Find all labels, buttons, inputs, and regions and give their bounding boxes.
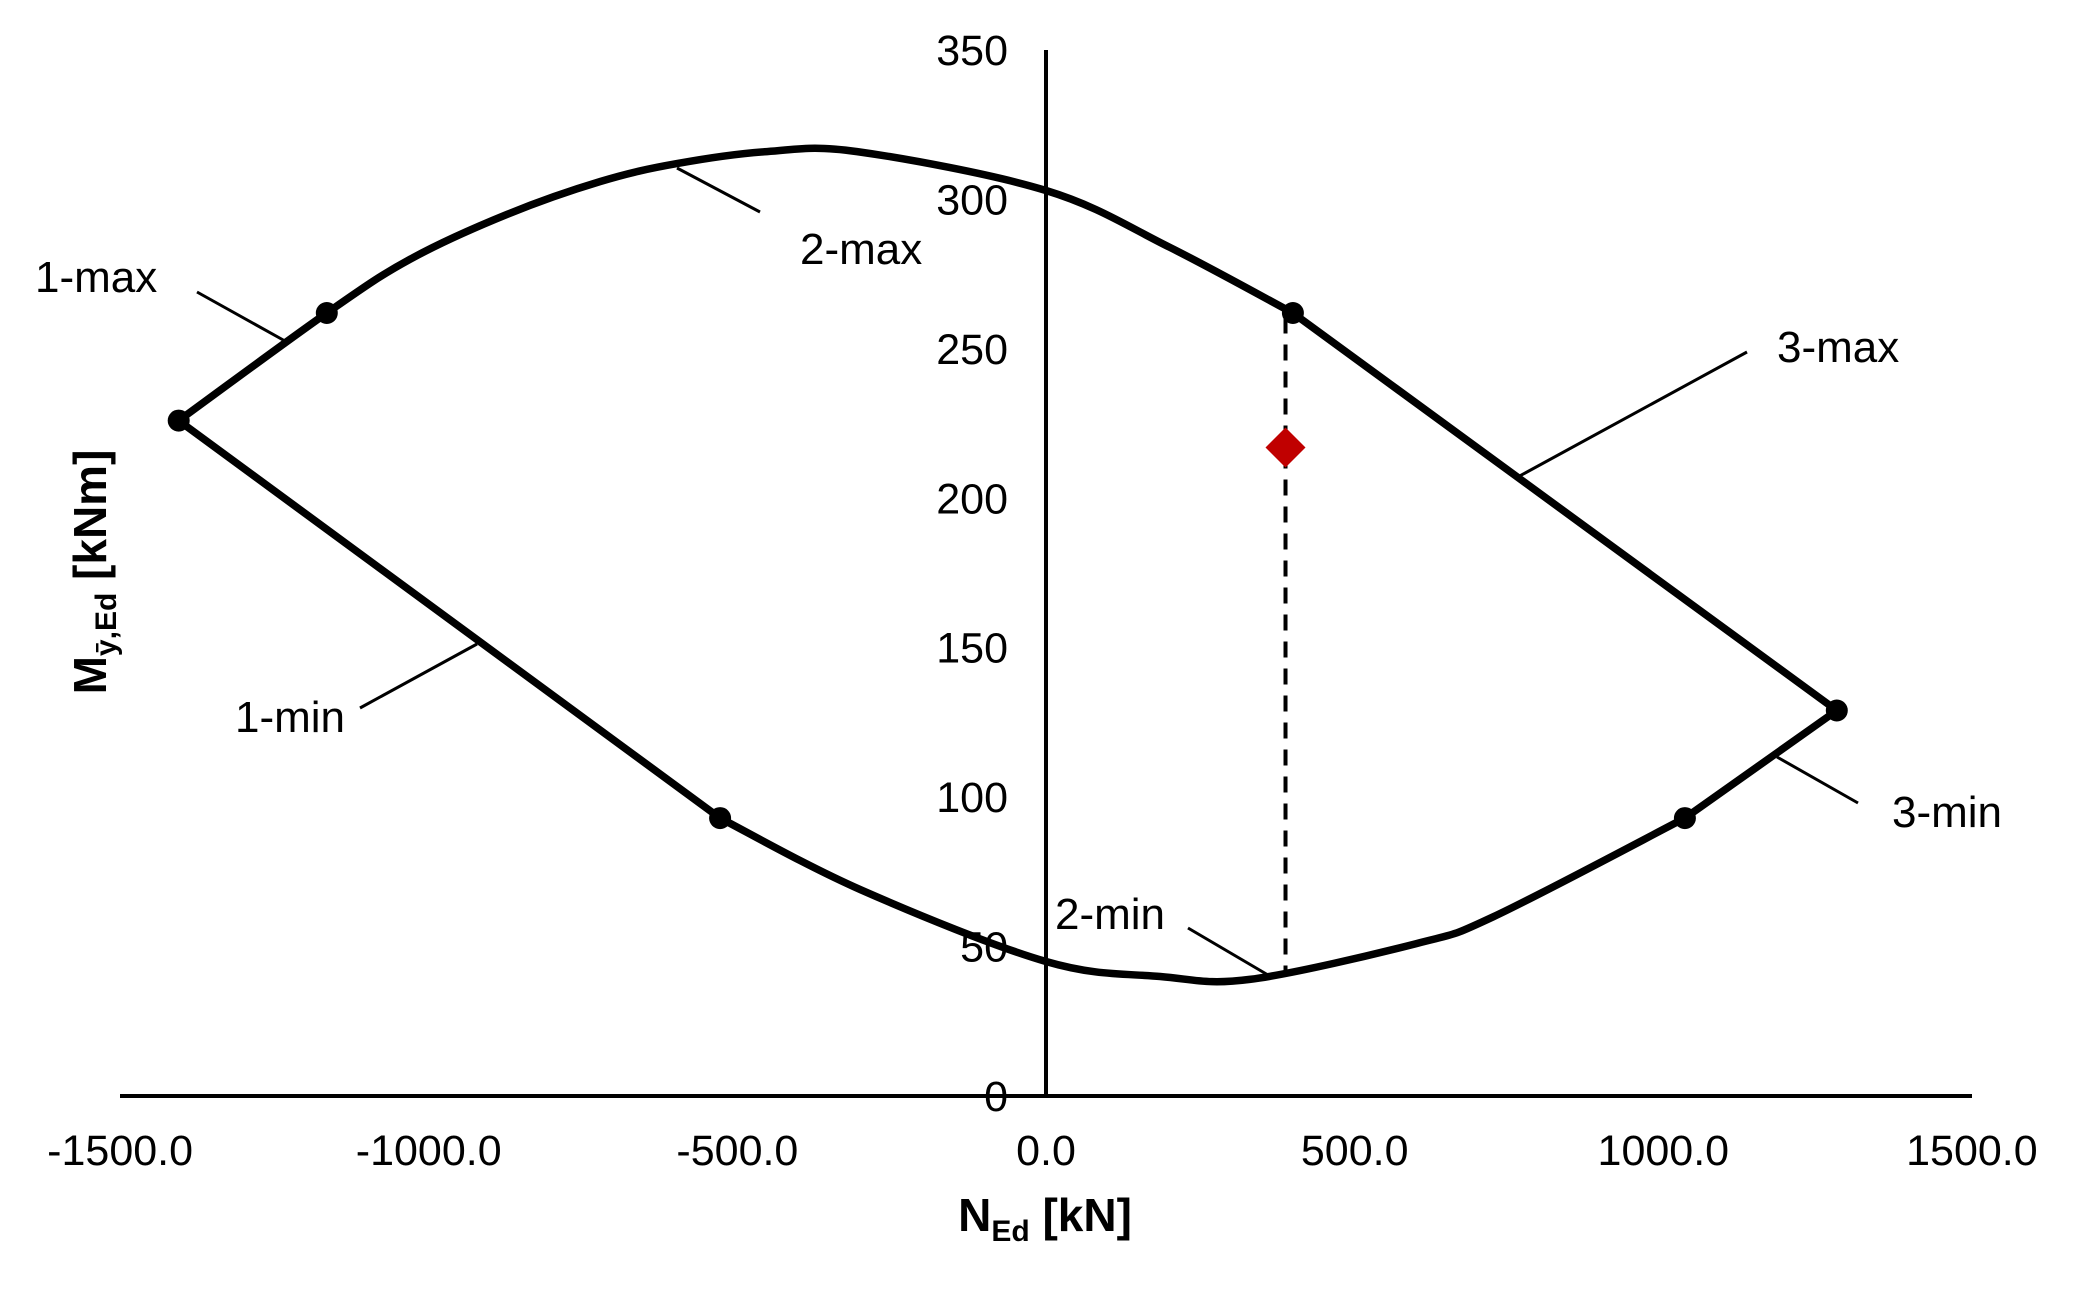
annotation-label: 3-max <box>1777 323 1899 372</box>
y-axis-title: Mȳ,Ed [kNm] <box>64 450 123 695</box>
x-tick-label: -1500.0 <box>47 1127 193 1175</box>
annotation-leader-line <box>196 290 286 343</box>
data-point-marker <box>167 409 190 432</box>
x-tick-label: -500.0 <box>676 1127 798 1175</box>
axes-group <box>120 50 1972 1098</box>
x-tick-label: 1500.0 <box>1906 1127 2038 1175</box>
annotation-label: 2-min <box>1055 890 1165 939</box>
data-point-marker <box>1281 302 1304 324</box>
annotation-label: 3-min <box>1892 788 2002 837</box>
axis-titles-group: NEd [kN] Mȳ,Ed [kNm] <box>64 450 1132 1248</box>
annotation-leader-line <box>676 166 761 214</box>
markers-group <box>167 302 1848 830</box>
y-tick-label: 50 <box>960 924 1008 972</box>
y-tick-label: 350 <box>936 27 1008 75</box>
y-tick-label: 300 <box>936 176 1008 224</box>
x-axis-title: NEd [kN] <box>958 1189 1132 1248</box>
y-tick-label: 250 <box>936 326 1008 374</box>
annotation-leader-line <box>359 642 478 710</box>
annotation-label: 1-min <box>235 693 345 742</box>
y-tick-label: 200 <box>936 475 1008 523</box>
y-tick-label: 100 <box>936 774 1008 822</box>
design-point-diamond <box>1265 427 1306 468</box>
tick-labels-group: -1500.0 -1000.0 -500.0 0.0 500.0 1000.0 1500.0… <box>47 27 2037 1175</box>
x-tick-label: 0.0 <box>1016 1127 1076 1175</box>
x-tick-label: -1000.0 <box>356 1127 502 1175</box>
data-point-marker <box>1825 699 1848 722</box>
envelope-lower-branch <box>174 416 1841 986</box>
envelope-upper-branch <box>174 144 1841 715</box>
data-point-marker <box>709 807 732 830</box>
annotation-leader-line <box>1187 926 1269 977</box>
annotation-label: 2-max <box>800 225 922 274</box>
annotation-label: 1-max <box>35 253 157 302</box>
annotations-group: 1-max 2-max 3-max 1-min 2-min 3-min <box>35 166 2002 977</box>
envelope-group <box>174 144 1841 986</box>
x-tick-label: 1000.0 <box>1598 1127 1730 1175</box>
x-tick-label: 500.0 <box>1301 1127 1409 1175</box>
data-point-marker <box>315 302 338 324</box>
annotation-leader-line <box>1515 350 1748 480</box>
y-tick-label: 150 <box>936 625 1008 673</box>
y-tick-label: 0 <box>984 1073 1008 1121</box>
annotation-leader-line <box>1776 755 1859 805</box>
data-point-marker <box>1673 807 1696 830</box>
